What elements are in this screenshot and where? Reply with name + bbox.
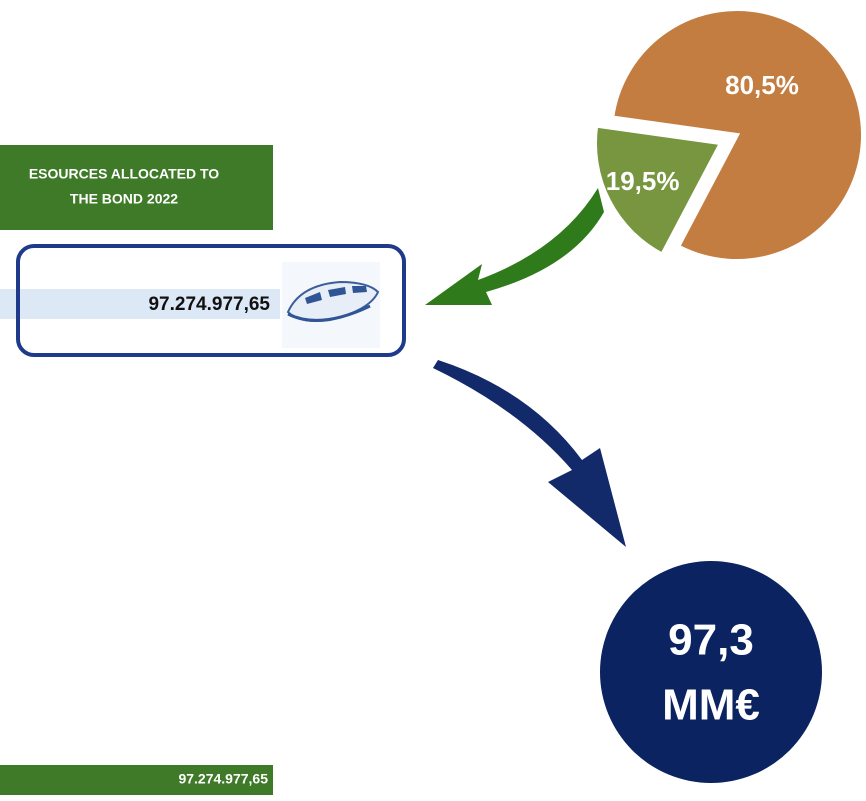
- pie-slice: [592, 123, 725, 258]
- pie-slice: [609, 7, 865, 263]
- total-bar: [0, 765, 273, 795]
- amount-box: [16, 244, 406, 357]
- slice-label: 19,5%: [606, 166, 680, 196]
- total-circle: [600, 561, 822, 783]
- banner-line: THE BOND 2022: [70, 191, 178, 207]
- total-value: 97.274.977,65: [178, 771, 268, 787]
- amount-row: [0, 289, 280, 319]
- banner: [0, 145, 273, 230]
- navy-arrow: [433, 360, 626, 547]
- green-arrow: [425, 188, 604, 305]
- circle-line: MM€: [662, 681, 760, 730]
- amount-value: 97.274.977,65: [148, 294, 270, 315]
- banner-line: ESOURCES ALLOCATED TO: [29, 166, 219, 182]
- train-icon: [282, 262, 380, 348]
- circle-line: 97,3: [668, 616, 754, 665]
- slice-label: 80,5%: [725, 70, 799, 100]
